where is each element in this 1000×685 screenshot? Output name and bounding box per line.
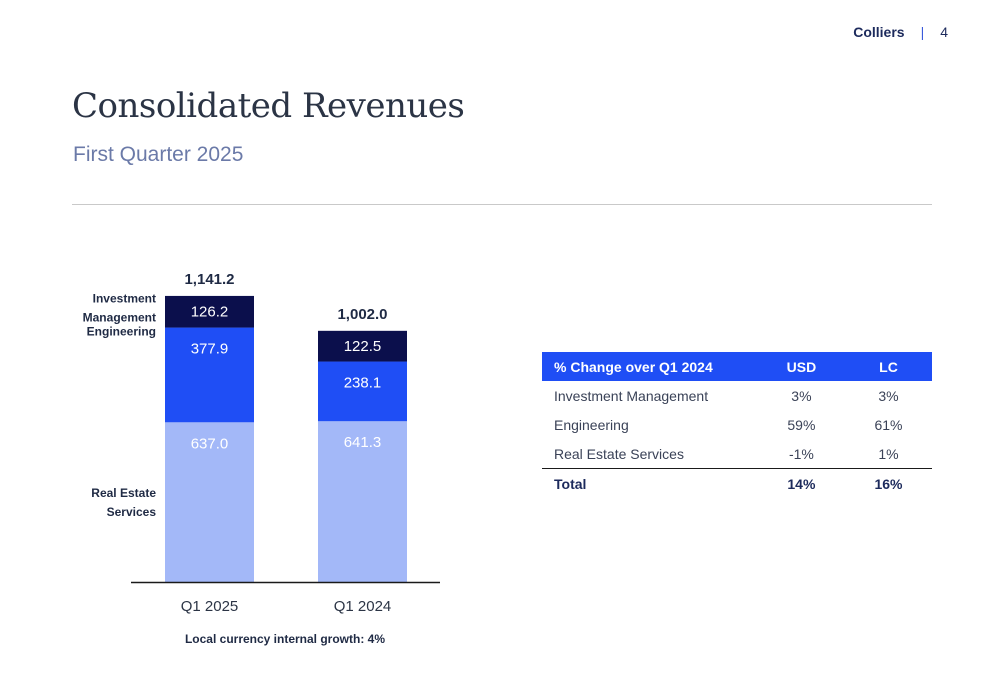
legend-label: Engineering <box>87 325 156 339</box>
legend-label: Services <box>107 505 157 519</box>
data-label: 126.2 <box>191 304 229 321</box>
table-cell: Real Estate Services <box>554 445 684 462</box>
table-row: Engineering 59% 61% <box>542 410 932 439</box>
bar-segment <box>318 361 407 422</box>
table-cell: Investment Management <box>554 387 709 404</box>
table-cell: 61% <box>874 416 903 433</box>
total-label: 1,141.2 <box>184 271 234 288</box>
brand-name: Colliers <box>853 24 905 40</box>
table-cell: Total <box>542 468 758 498</box>
table-row: Investment Management 3% 3% <box>542 381 932 410</box>
x-tick-label: Q1 2025 <box>181 598 239 615</box>
table-cell: 3% <box>791 387 812 404</box>
change-table: % Change over Q1 2024 USD LC Investment … <box>542 352 932 498</box>
table-row: Real Estate Services -1% 1% <box>542 439 932 469</box>
table-cell: 59% <box>787 416 816 433</box>
x-tick-label: Q1 2024 <box>334 598 392 615</box>
page-title: Consolidated Revenues <box>72 86 465 126</box>
total-label: 1,002.0 <box>337 306 387 323</box>
table-header-cell: % Change over Q1 2024 <box>542 352 758 381</box>
table-cell: Engineering <box>554 416 629 433</box>
table-cell: 1% <box>878 445 899 462</box>
bar-segment <box>165 422 254 582</box>
title-divider <box>72 204 932 205</box>
legend-label: Management <box>83 310 156 324</box>
bar-segment <box>318 421 407 582</box>
table-header-cell: LC <box>844 352 932 381</box>
header-separator: | <box>920 24 925 40</box>
table-header-cell: USD <box>757 352 845 381</box>
page-number: 4 <box>940 24 948 40</box>
table-total-row: Total 14% 16% <box>542 468 932 498</box>
data-label: 122.5 <box>344 338 382 355</box>
table-header-row: % Change over Q1 2024 USD LC <box>542 352 932 381</box>
header-bar: Colliers | 4 <box>853 24 948 40</box>
data-label: 377.9 <box>191 341 229 358</box>
data-label: 641.3 <box>344 434 382 451</box>
data-label: 637.0 <box>191 435 229 452</box>
table-cell: 3% <box>878 387 899 404</box>
table-cell: -1% <box>788 445 814 462</box>
bar-segment <box>165 327 254 423</box>
bar-segment <box>318 330 407 362</box>
page-subtitle: First Quarter 2025 <box>73 143 244 166</box>
revenue-stacked-bar-chart: 637.0 377.9 126.2 1,141.2 Q1 2025 641.3 238.1 1… <box>83 271 440 615</box>
table-cell: 14% <box>757 468 845 498</box>
data-label: 238.1 <box>344 375 382 392</box>
legend-label: Investment <box>93 291 156 305</box>
legend-label: Real Estate <box>91 486 156 500</box>
chart-note: Local currency internal growth: 4% <box>184 632 386 646</box>
table-cell: 16% <box>844 468 932 498</box>
bar-segment <box>165 295 254 328</box>
